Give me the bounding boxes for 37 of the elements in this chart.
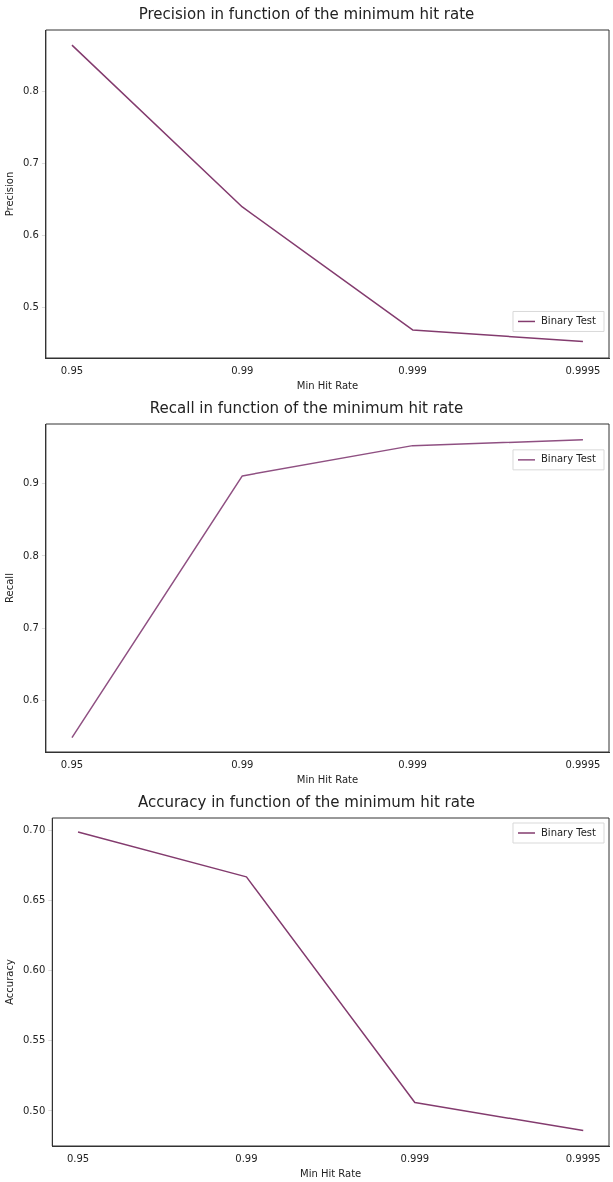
chart-title: Recall in function of the minimum hit rate	[149, 398, 464, 417]
y-tick-label: 0.5	[23, 301, 39, 313]
y-tick-label: 0.55	[23, 1034, 46, 1046]
y-tick-label: 0.6	[23, 693, 39, 705]
x-tick-label: 0.95	[66, 1152, 90, 1164]
y-axis-title: Precision	[3, 171, 15, 217]
chart-title: Precision in function of the minimum hit rate	[138, 4, 475, 23]
y-tick-label: 0.50	[23, 1104, 46, 1116]
x-tick-label: 0.999	[400, 1152, 430, 1164]
x-tick-label: 0.9995	[565, 758, 601, 770]
x-tick-label: 0.99	[235, 1152, 258, 1164]
y-tick-label: 0.9	[23, 477, 39, 489]
x-tick-label: 0.9995	[565, 364, 601, 376]
x-tick-label: 0.999	[398, 364, 427, 376]
legend-label: Binary Test	[541, 826, 597, 838]
y-tick-label: 0.8	[23, 85, 39, 97]
y-axis-title: Recall	[3, 573, 15, 603]
x-axis-title: Min Hit Rate	[296, 773, 359, 785]
x-axis-title: Min Hit Rate	[296, 379, 359, 391]
x-tick-label: 0.95	[60, 364, 84, 376]
y-tick-label: 0.8	[23, 549, 39, 561]
y-tick-label: 0.7	[23, 157, 39, 169]
y-tick-label: 0.60	[23, 964, 46, 976]
y-tick-label: 0.65	[23, 894, 46, 906]
y-tick-label: 0.7	[23, 621, 39, 633]
x-tick-label: 0.99	[231, 758, 254, 770]
x-tick-label: 0.99	[231, 364, 254, 376]
legend-label: Binary Test	[541, 315, 597, 327]
y-axis-title: Accuracy	[3, 959, 15, 1005]
x-tick-label: 0.999	[398, 758, 427, 770]
legend-label: Binary Test	[541, 453, 597, 465]
x-axis-title: Min Hit Rate	[300, 1167, 362, 1179]
x-tick-label: 0.9995	[565, 1152, 601, 1164]
y-tick-label: 0.70	[23, 824, 46, 836]
chart-title: Accuracy in function of the minimum hit rate	[137, 792, 476, 811]
y-tick-label: 0.6	[23, 229, 39, 241]
x-tick-label: 0.95	[60, 758, 84, 770]
